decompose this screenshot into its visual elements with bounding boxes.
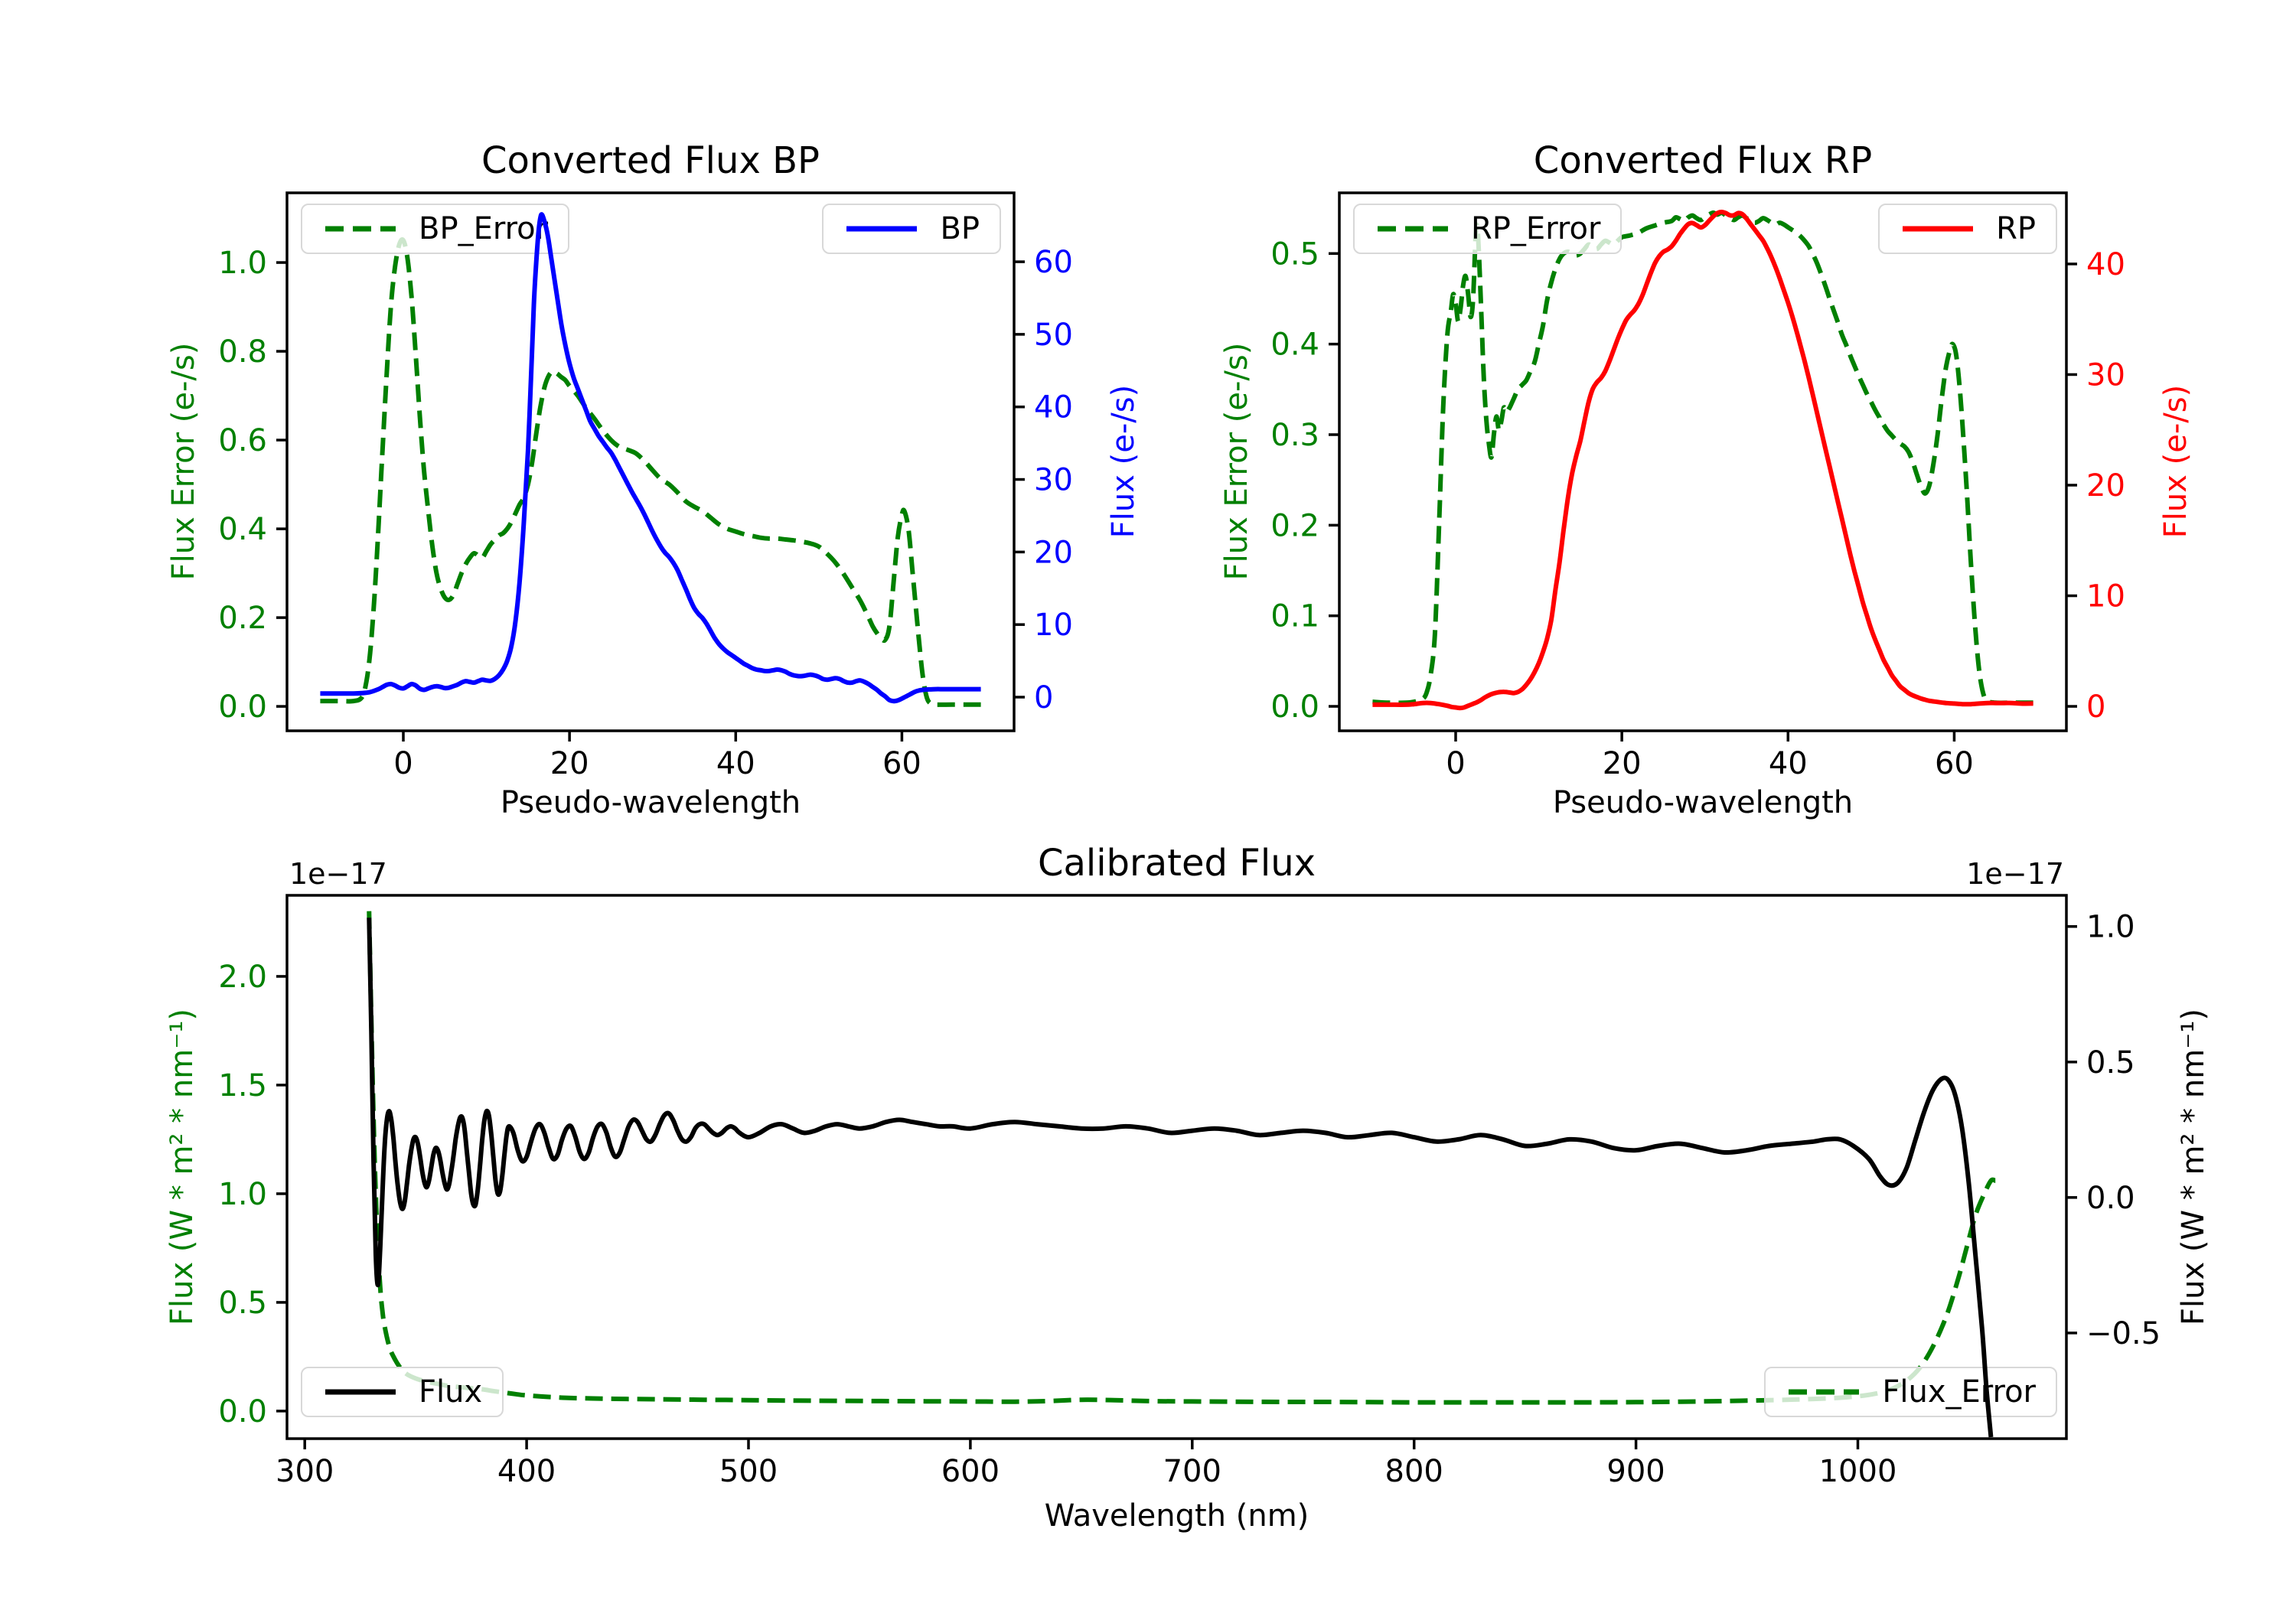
solid-line-icon — [1903, 226, 1974, 232]
legend-flux: Flux — [301, 1367, 504, 1417]
dashed-line-icon — [1378, 226, 1448, 232]
svg-text:20: 20 — [1603, 746, 1642, 781]
svg-text:40: 40 — [1769, 746, 1808, 781]
chart-title-calibrated: Calibrated Flux — [1037, 842, 1316, 885]
legend-label-rp: RP — [1996, 211, 2036, 246]
svg-text:0.2: 0.2 — [1270, 508, 1319, 543]
offset-text-left: 1e−17 — [289, 857, 387, 891]
svg-text:0.5: 0.5 — [218, 1286, 267, 1321]
legend-rp: RP — [1878, 204, 2057, 254]
ylabel-calflux-left: Flux (W * m² * nm⁻¹) — [165, 1009, 200, 1325]
ylabel-rp-error: Flux Error (e-/s) — [1219, 342, 1254, 581]
svg-text:0.5: 0.5 — [1270, 236, 1319, 272]
svg-text:0.0: 0.0 — [218, 689, 267, 725]
dashed-line-icon — [325, 226, 396, 232]
svg-text:20: 20 — [550, 746, 589, 781]
solid-line-icon — [325, 1389, 396, 1395]
svg-text:60: 60 — [882, 746, 921, 781]
svg-text:0.2: 0.2 — [218, 601, 267, 636]
ylabel-bp-flux: Flux (e-/s) — [1106, 384, 1141, 539]
ylabel-calflux-right: Flux (W * m² * nm⁻¹) — [2176, 1009, 2211, 1325]
svg-text:300: 300 — [276, 1454, 334, 1489]
svg-text:400: 400 — [497, 1454, 556, 1489]
svg-text:10: 10 — [1034, 608, 1073, 643]
svg-text:1.0: 1.0 — [218, 1177, 267, 1212]
svg-text:800: 800 — [1385, 1454, 1443, 1489]
legend-label-flux: Flux — [419, 1374, 483, 1410]
svg-text:0.5: 0.5 — [2086, 1045, 2135, 1081]
svg-text:0: 0 — [1446, 746, 1465, 781]
solid-line-icon — [846, 226, 918, 232]
svg-text:40: 40 — [716, 746, 755, 781]
dashed-line-icon — [1789, 1389, 1860, 1395]
legend-label-rp-error: RP_Error — [1471, 211, 1601, 246]
svg-text:0: 0 — [2086, 689, 2105, 725]
legend-label-flux-error: Flux_Error — [1882, 1374, 2036, 1410]
legend-rp-error: RP_Error — [1353, 204, 1623, 254]
svg-text:0: 0 — [393, 746, 413, 781]
svg-text:−0.5: −0.5 — [2086, 1316, 2161, 1351]
svg-text:0.6: 0.6 — [218, 423, 267, 458]
svg-text:700: 700 — [1163, 1454, 1221, 1489]
svg-text:60: 60 — [1034, 245, 1073, 280]
svg-text:10: 10 — [2086, 579, 2125, 614]
legend-label-bp-error: BP_Error — [419, 211, 549, 246]
xlabel-bp: Pseudo-wavelength — [500, 785, 801, 820]
ylabel-bp-error: Flux Error (e-/s) — [166, 342, 201, 581]
svg-text:2.0: 2.0 — [218, 960, 267, 995]
svg-text:50: 50 — [1034, 318, 1073, 353]
svg-text:40: 40 — [2086, 247, 2125, 282]
svg-text:0.0: 0.0 — [218, 1394, 267, 1429]
legend-bp-error: BP_Error — [301, 204, 570, 254]
xlabel-rp: Pseudo-wavelength — [1552, 785, 1854, 820]
svg-text:900: 900 — [1606, 1454, 1665, 1489]
svg-text:20: 20 — [2086, 468, 2125, 504]
svg-text:600: 600 — [941, 1454, 1000, 1489]
svg-text:40: 40 — [1034, 390, 1073, 425]
offset-text-right: 1e−17 — [1966, 857, 2064, 891]
svg-text:20: 20 — [1034, 535, 1073, 570]
ylabel-rp-flux: Flux (e-/s) — [2158, 384, 2193, 539]
svg-text:1.0: 1.0 — [2086, 910, 2135, 945]
chart-title-bp: Converted Flux BP — [481, 139, 820, 182]
svg-text:0.3: 0.3 — [1270, 418, 1319, 453]
svg-text:500: 500 — [719, 1454, 778, 1489]
chart-title-rp: Converted Flux RP — [1533, 139, 1873, 182]
svg-text:0: 0 — [1034, 680, 1053, 715]
svg-text:0.1: 0.1 — [1270, 599, 1319, 634]
svg-text:0.0: 0.0 — [1270, 689, 1319, 725]
svg-text:1.0: 1.0 — [218, 246, 267, 281]
svg-text:60: 60 — [1935, 746, 1974, 781]
svg-text:0.8: 0.8 — [218, 334, 267, 370]
svg-text:1000: 1000 — [1819, 1454, 1897, 1489]
svg-text:30: 30 — [1034, 463, 1073, 498]
legend-flux-error: Flux_Error — [1764, 1367, 2057, 1417]
legend-label-bp: BP — [940, 211, 980, 246]
xlabel-calibrated: Wavelength (nm) — [1044, 1498, 1309, 1534]
svg-text:30: 30 — [2086, 357, 2125, 393]
svg-text:1.5: 1.5 — [218, 1068, 267, 1103]
svg-text:0.4: 0.4 — [1270, 328, 1319, 363]
legend-bp: BP — [822, 204, 1001, 254]
svg-text:0.4: 0.4 — [218, 512, 267, 547]
svg-text:0.0: 0.0 — [2086, 1181, 2135, 1216]
